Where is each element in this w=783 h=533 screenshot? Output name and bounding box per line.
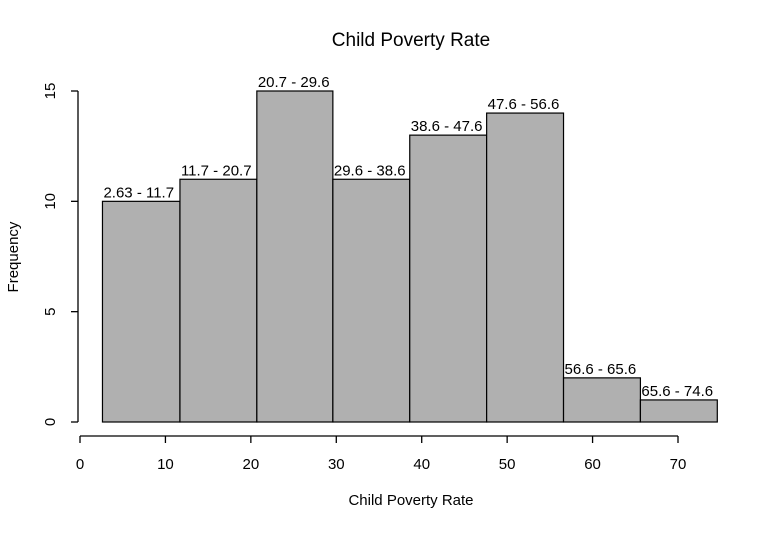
y-tick-label: 15 (42, 83, 59, 100)
bar-labels-group: 2.63 - 11.7 11.7 - 20.7 20.7 - 29.6 29.6 - … (103, 74, 713, 400)
y-axis: 0 5 10 15 (42, 83, 79, 426)
x-tick-label: 10 (157, 456, 174, 473)
x-tick-label: 0 (76, 456, 84, 473)
bar-range-label: 65.6 - 74.6 (641, 383, 713, 400)
bars-group (101, 90, 718, 423)
histogram-bar (256, 90, 334, 423)
histogram-bar (332, 178, 411, 423)
x-tick-label: 30 (328, 456, 345, 473)
histogram-bar (179, 178, 258, 423)
y-tick-label: 0 (42, 418, 59, 426)
x-tick-label: 70 (670, 456, 687, 473)
histogram-bar (409, 134, 488, 423)
x-tick-label: 40 (413, 456, 430, 473)
x-axis: 0 10 20 30 40 50 60 70 (76, 435, 687, 473)
x-tick-label: 50 (499, 456, 516, 473)
bar-range-label: 47.6 - 56.6 (488, 96, 560, 113)
y-tick-label: 5 (42, 307, 59, 315)
histogram-bar (486, 112, 565, 423)
bar-range-label: 20.7 - 29.6 (258, 74, 330, 91)
bar-range-label: 56.6 - 65.6 (565, 361, 637, 378)
bar-range-label: 2.63 - 11.7 (103, 184, 174, 201)
x-axis-label: Child Poverty Rate (348, 492, 473, 509)
chart-title: Child Poverty Rate (332, 30, 490, 51)
histogram-bar (101, 200, 181, 423)
bar-range-label: 11.7 - 20.7 (181, 162, 252, 179)
bar-range-label: 29.6 - 38.6 (334, 162, 406, 179)
x-tick-label: 20 (243, 456, 260, 473)
histogram-bar (639, 399, 718, 423)
y-tick-label: 10 (42, 193, 59, 210)
histogram-bar (562, 377, 642, 423)
y-axis-label: Frequency (5, 221, 22, 292)
bar-range-label: 38.6 - 47.6 (411, 118, 483, 135)
x-tick-label: 60 (584, 456, 601, 473)
